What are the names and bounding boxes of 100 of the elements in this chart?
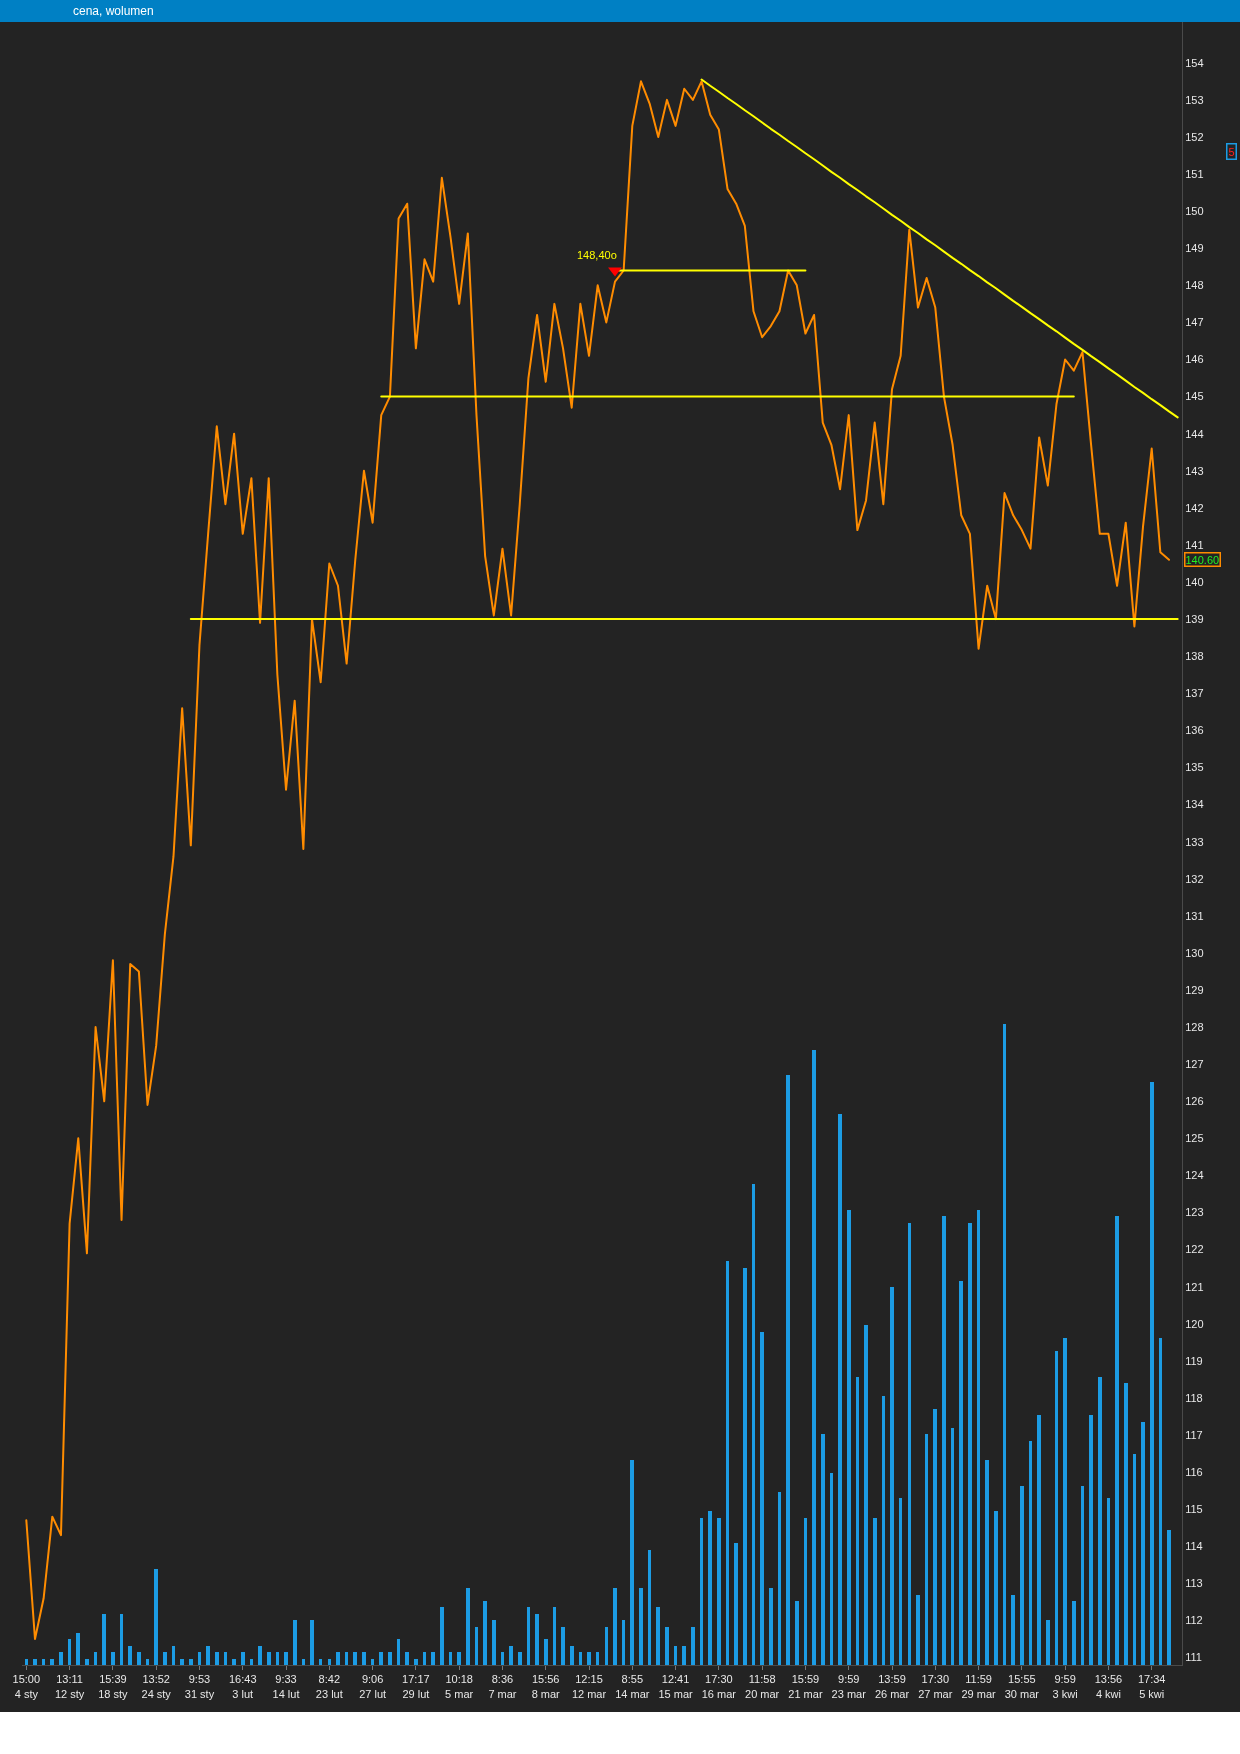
bar <box>310 1620 314 1665</box>
y-tick-label: 138 <box>1185 650 1204 663</box>
bar <box>1159 1338 1162 1665</box>
bar <box>518 1652 522 1665</box>
bar <box>328 1659 331 1665</box>
x-tick-label: 9:06 27 lut <box>359 1673 387 1700</box>
y-tick-label: 145 <box>1185 390 1204 403</box>
bar <box>198 1652 201 1665</box>
bar <box>553 1607 556 1665</box>
bar <box>994 1511 998 1665</box>
y-tick-label: 144 <box>1185 427 1204 440</box>
bar <box>1098 1377 1102 1665</box>
bar <box>743 1268 747 1665</box>
bar <box>405 1652 409 1665</box>
bar <box>1107 1498 1110 1665</box>
bar <box>639 1588 643 1665</box>
bar <box>933 1409 937 1665</box>
bar <box>717 1518 721 1665</box>
y-tick-label: 134 <box>1185 798 1204 811</box>
bar <box>501 1652 504 1665</box>
annotation: 148,40o <box>577 249 617 261</box>
bar <box>579 1652 582 1665</box>
y-tick-label: 129 <box>1185 983 1204 996</box>
bar <box>76 1633 80 1665</box>
y-tick-label: 139 <box>1185 612 1204 625</box>
bar <box>682 1646 686 1665</box>
x-tick-label: 10:18 5 mar <box>445 1673 474 1700</box>
y-tick-label: 122 <box>1185 1243 1204 1256</box>
bar <box>587 1652 591 1665</box>
y-tick-label: 130 <box>1185 946 1204 959</box>
bar <box>59 1652 63 1665</box>
bar <box>440 1607 444 1665</box>
x-tick-label: 15:59 21 mar <box>788 1673 823 1700</box>
bar <box>449 1652 452 1665</box>
text: 5 <box>1228 145 1235 158</box>
bar <box>293 1620 297 1665</box>
y-tick-label: 149 <box>1185 242 1204 255</box>
y-tick-label: 123 <box>1185 1206 1204 1219</box>
bar <box>111 1652 115 1665</box>
bar <box>605 1627 608 1665</box>
y-tick-label: 115 <box>1185 1503 1203 1516</box>
bar <box>258 1646 262 1665</box>
bar <box>890 1287 894 1665</box>
bar <box>68 1639 71 1665</box>
bar <box>267 1652 271 1665</box>
bar <box>85 1659 89 1665</box>
y-tick-label: 119 <box>1185 1354 1203 1367</box>
bar <box>215 1652 219 1665</box>
y-tick-label: 114 <box>1185 1540 1203 1553</box>
y-tick-label: 124 <box>1185 1169 1204 1182</box>
y-tick-label: 125 <box>1185 1132 1204 1145</box>
bar <box>33 1659 37 1665</box>
bar <box>483 1601 487 1665</box>
bar <box>154 1569 158 1665</box>
bar <box>942 1216 946 1665</box>
bar <box>232 1659 236 1665</box>
x-tick-label: 12:41 15 mar <box>658 1673 694 1700</box>
bar <box>1115 1216 1119 1665</box>
y-tick-label: 153 <box>1185 93 1204 106</box>
bar <box>613 1588 617 1665</box>
x-tick-label: 9:53 31 sty <box>184 1673 215 1700</box>
bar <box>336 1652 340 1665</box>
bar <box>821 1434 825 1665</box>
bar <box>908 1223 911 1665</box>
bar <box>726 1261 729 1665</box>
bar <box>1081 1486 1084 1665</box>
bar <box>388 1652 392 1665</box>
bar <box>769 1588 773 1665</box>
x-tick-label: 15:00 4 sty <box>12 1673 41 1700</box>
bar <box>959 1281 963 1665</box>
y-tick-label: 142 <box>1185 501 1204 514</box>
bar <box>1037 1415 1041 1665</box>
y-tick-label: 111 <box>1185 1651 1202 1664</box>
x-tick-label: 9:33 14 lut <box>272 1673 300 1700</box>
bar <box>50 1659 54 1665</box>
y-tick-label: 147 <box>1185 316 1204 329</box>
x-tick-label: 15:39 18 sty <box>98 1673 129 1700</box>
bar <box>535 1614 539 1665</box>
x-tick-label: 8:55 14 mar <box>615 1673 650 1700</box>
bar <box>985 1460 989 1665</box>
bar <box>674 1646 677 1665</box>
x-tick-label: 17:34 5 kwi <box>1137 1673 1166 1700</box>
bar <box>1089 1415 1093 1665</box>
x-tick-label: 13:11 12 sty <box>54 1673 85 1700</box>
x-tick-label: 11:59 29 mar <box>961 1673 997 1700</box>
x-tick-label: 15:56 8 mar <box>531 1673 561 1700</box>
y-tick-label: 148 <box>1185 279 1204 292</box>
bar <box>925 1434 928 1665</box>
bar <box>397 1639 400 1665</box>
x-tick-label: 9:59 3 kwi <box>1052 1673 1078 1700</box>
bar <box>968 1223 972 1665</box>
bar <box>172 1646 175 1665</box>
bar <box>838 1114 842 1665</box>
y-tick-label: 131 <box>1185 909 1204 922</box>
bar <box>414 1659 418 1665</box>
bar <box>561 1627 565 1665</box>
bar <box>795 1601 799 1665</box>
y-tick-label: 137 <box>1185 687 1204 700</box>
bar <box>847 1210 851 1665</box>
bar <box>284 1652 288 1665</box>
